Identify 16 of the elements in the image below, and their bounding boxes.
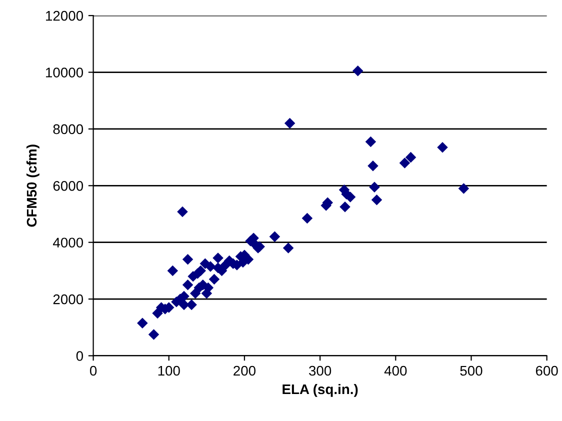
x-tick-label: 100 (158, 366, 180, 376)
y-tick-label: 10000 (46, 68, 84, 78)
y-tick-label: 8000 (53, 124, 84, 134)
y-tick-label: 12000 (46, 10, 84, 21)
y-tick-label: 0 (76, 351, 84, 361)
x-axis-title: ELA (sq.in.) (282, 384, 358, 397)
x-tick-label: 500 (460, 366, 482, 376)
x-tick-label: 600 (536, 366, 558, 376)
y-tick-label: 4000 (52, 238, 84, 248)
x-tick-label: 0 (90, 366, 97, 376)
x-tick-label: 300 (309, 366, 332, 376)
x-tick-label: 400 (384, 366, 407, 376)
y-axis-title: CFM50 (cfm) (26, 144, 40, 227)
y-tick-label: 2000 (53, 294, 84, 304)
y-tick-label: 6000 (53, 180, 84, 191)
x-tick-label: 200 (234, 366, 256, 376)
